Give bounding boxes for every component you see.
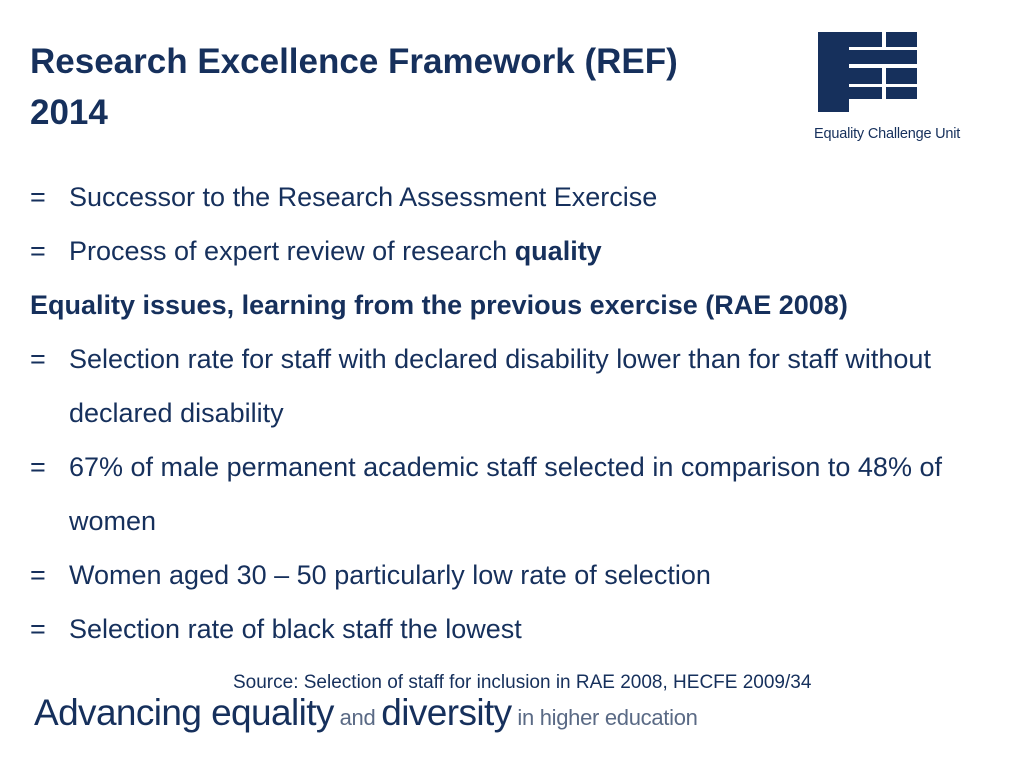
bullet-item: = Selection rate of black staff the lowe… bbox=[30, 602, 990, 656]
ecu-logo: Equality Challenge Unit bbox=[814, 32, 994, 152]
bullet-item: = Process of expert review of research q… bbox=[30, 224, 990, 278]
source-citation: Source: Selection of staff for inclusion… bbox=[233, 672, 812, 693]
bullet-text: Successor to the Research Assessment Exe… bbox=[69, 182, 658, 212]
bullet-text-plain: Process of expert review of research bbox=[69, 236, 515, 266]
footer-part-advancing: Advancing equality bbox=[34, 692, 334, 733]
footer-part-and: and bbox=[333, 705, 382, 730]
bullet-text-bold: quality bbox=[514, 236, 602, 266]
footer-tagline: Advancing equality and diversity in high… bbox=[34, 692, 698, 734]
bullet-marker: = bbox=[30, 236, 46, 266]
bullet-text: Women aged 30 – 50 particularly low rate… bbox=[69, 560, 711, 590]
section-heading: Equality issues, learning from the previ… bbox=[30, 290, 848, 320]
bullet-text: Selection rate of black staff the lowest bbox=[69, 614, 522, 644]
bullet-marker: = bbox=[30, 344, 46, 374]
bullet-marker: = bbox=[30, 560, 46, 590]
footer-part-diversity: diversity bbox=[381, 692, 512, 733]
bullet-marker: = bbox=[30, 452, 46, 482]
bullet-text: Process of expert review of research qua… bbox=[30, 224, 990, 278]
bullet-text: 67% of male permanent academic staff sel… bbox=[69, 452, 942, 536]
bullet-marker: = bbox=[30, 182, 46, 212]
slide-title-line2: 2014 bbox=[30, 93, 108, 132]
footer-part-higher-education: in higher education bbox=[511, 705, 698, 730]
bullet-item: = 67% of male permanent academic staff s… bbox=[30, 440, 990, 548]
bullet-marker: = bbox=[30, 614, 46, 644]
slide-title: Research Excellence Framework (REF) 2014 bbox=[30, 36, 790, 138]
logo-caption: Equality Challenge Unit bbox=[814, 126, 961, 142]
slide-content: = Successor to the Research Assessment E… bbox=[30, 170, 990, 656]
bullet-item: = Women aged 30 – 50 particularly low ra… bbox=[30, 548, 990, 602]
bullet-item: = Selection rate for staff with declared… bbox=[30, 332, 990, 440]
bullet-item: = Successor to the Research Assessment E… bbox=[30, 170, 990, 224]
slide-title-line1: Research Excellence Framework (REF) bbox=[30, 42, 678, 81]
ecu-logo-icon bbox=[818, 32, 917, 112]
bullet-text: Selection rate for staff with declared d… bbox=[69, 344, 931, 428]
